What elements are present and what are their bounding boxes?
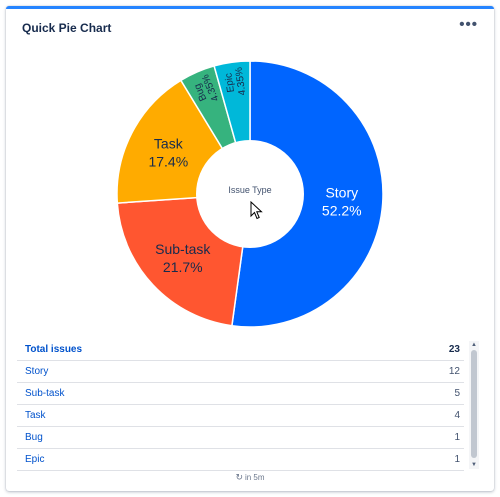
center-label: Issue Type: [228, 185, 271, 195]
refresh-text: in 5m: [244, 473, 265, 482]
table-row: Bug 1: [17, 426, 464, 449]
slice-name: Sub-task: [155, 241, 211, 257]
total-row: Total issues 23: [17, 339, 464, 361]
table-row: Sub-task 5: [17, 382, 464, 405]
row-value: 12: [351, 360, 464, 383]
row-value: 1: [351, 448, 464, 471]
slice-name: Task: [154, 136, 184, 152]
refresh-footer: ↻ in 5m: [6, 472, 494, 483]
more-options-button[interactable]: •••: [459, 16, 478, 33]
slice-label-task: Task 17.4%: [148, 136, 188, 170]
slice-percent: 21.7%: [163, 259, 203, 275]
slice-label-sub-task: Sub-task 21.7%: [155, 241, 211, 275]
stats-table: Total issues 23 Story 12 Sub-task 5 Task…: [17, 339, 464, 471]
gadget-title: Quick Pie Chart: [22, 21, 112, 35]
row-label[interactable]: Sub-task: [17, 382, 352, 405]
scroll-up-icon[interactable]: ▲: [471, 342, 477, 348]
pie-slice-story[interactable]: [231, 60, 384, 328]
pie-chart: Issue Type Story 52.2% Sub-task 21.7% Task 17…: [116, 60, 384, 328]
slice-label-story: Story 52.2%: [322, 184, 362, 218]
row-value: 4: [351, 404, 464, 427]
pie-labels: Story52.2%Sub-task21.7%Task17.4%Bug4.35%…: [148, 66, 361, 275]
donut-hole: [196, 140, 304, 248]
gadget-card: Quick Pie Chart ••• Issue Type Story 52.2…: [6, 6, 494, 491]
table-row: Epic 1: [17, 448, 464, 471]
scroll-down-icon[interactable]: ▼: [471, 462, 477, 468]
row-label[interactable]: Epic: [17, 448, 352, 471]
stats-table-container: Total issues 23 Story 12 Sub-task 5 Task…: [17, 339, 479, 471]
slice-percent: 17.4%: [148, 154, 188, 170]
row-value: 5: [351, 382, 464, 405]
mouse-cursor-icon: [250, 201, 263, 220]
slice-name: Story: [325, 184, 358, 200]
slice-percent: 52.2%: [322, 202, 362, 218]
scroll-thumb[interactable]: [471, 350, 477, 458]
table-scrollbar[interactable]: ▲ ▼: [469, 341, 479, 469]
row-value: 1: [351, 426, 464, 449]
row-label[interactable]: Bug: [17, 426, 352, 449]
total-value: 23: [351, 339, 464, 361]
table-row: Story 12: [17, 360, 464, 383]
gadget-header: Quick Pie Chart •••: [22, 17, 478, 41]
row-label[interactable]: Task: [17, 404, 352, 427]
slice-name: Epic: [223, 72, 237, 93]
slice-percent: 4.35%: [234, 66, 249, 96]
table-row: Task 4: [17, 404, 464, 427]
row-label[interactable]: Story: [17, 360, 352, 383]
total-label: Total issues: [17, 339, 352, 361]
refresh-icon[interactable]: ↻: [235, 472, 243, 482]
